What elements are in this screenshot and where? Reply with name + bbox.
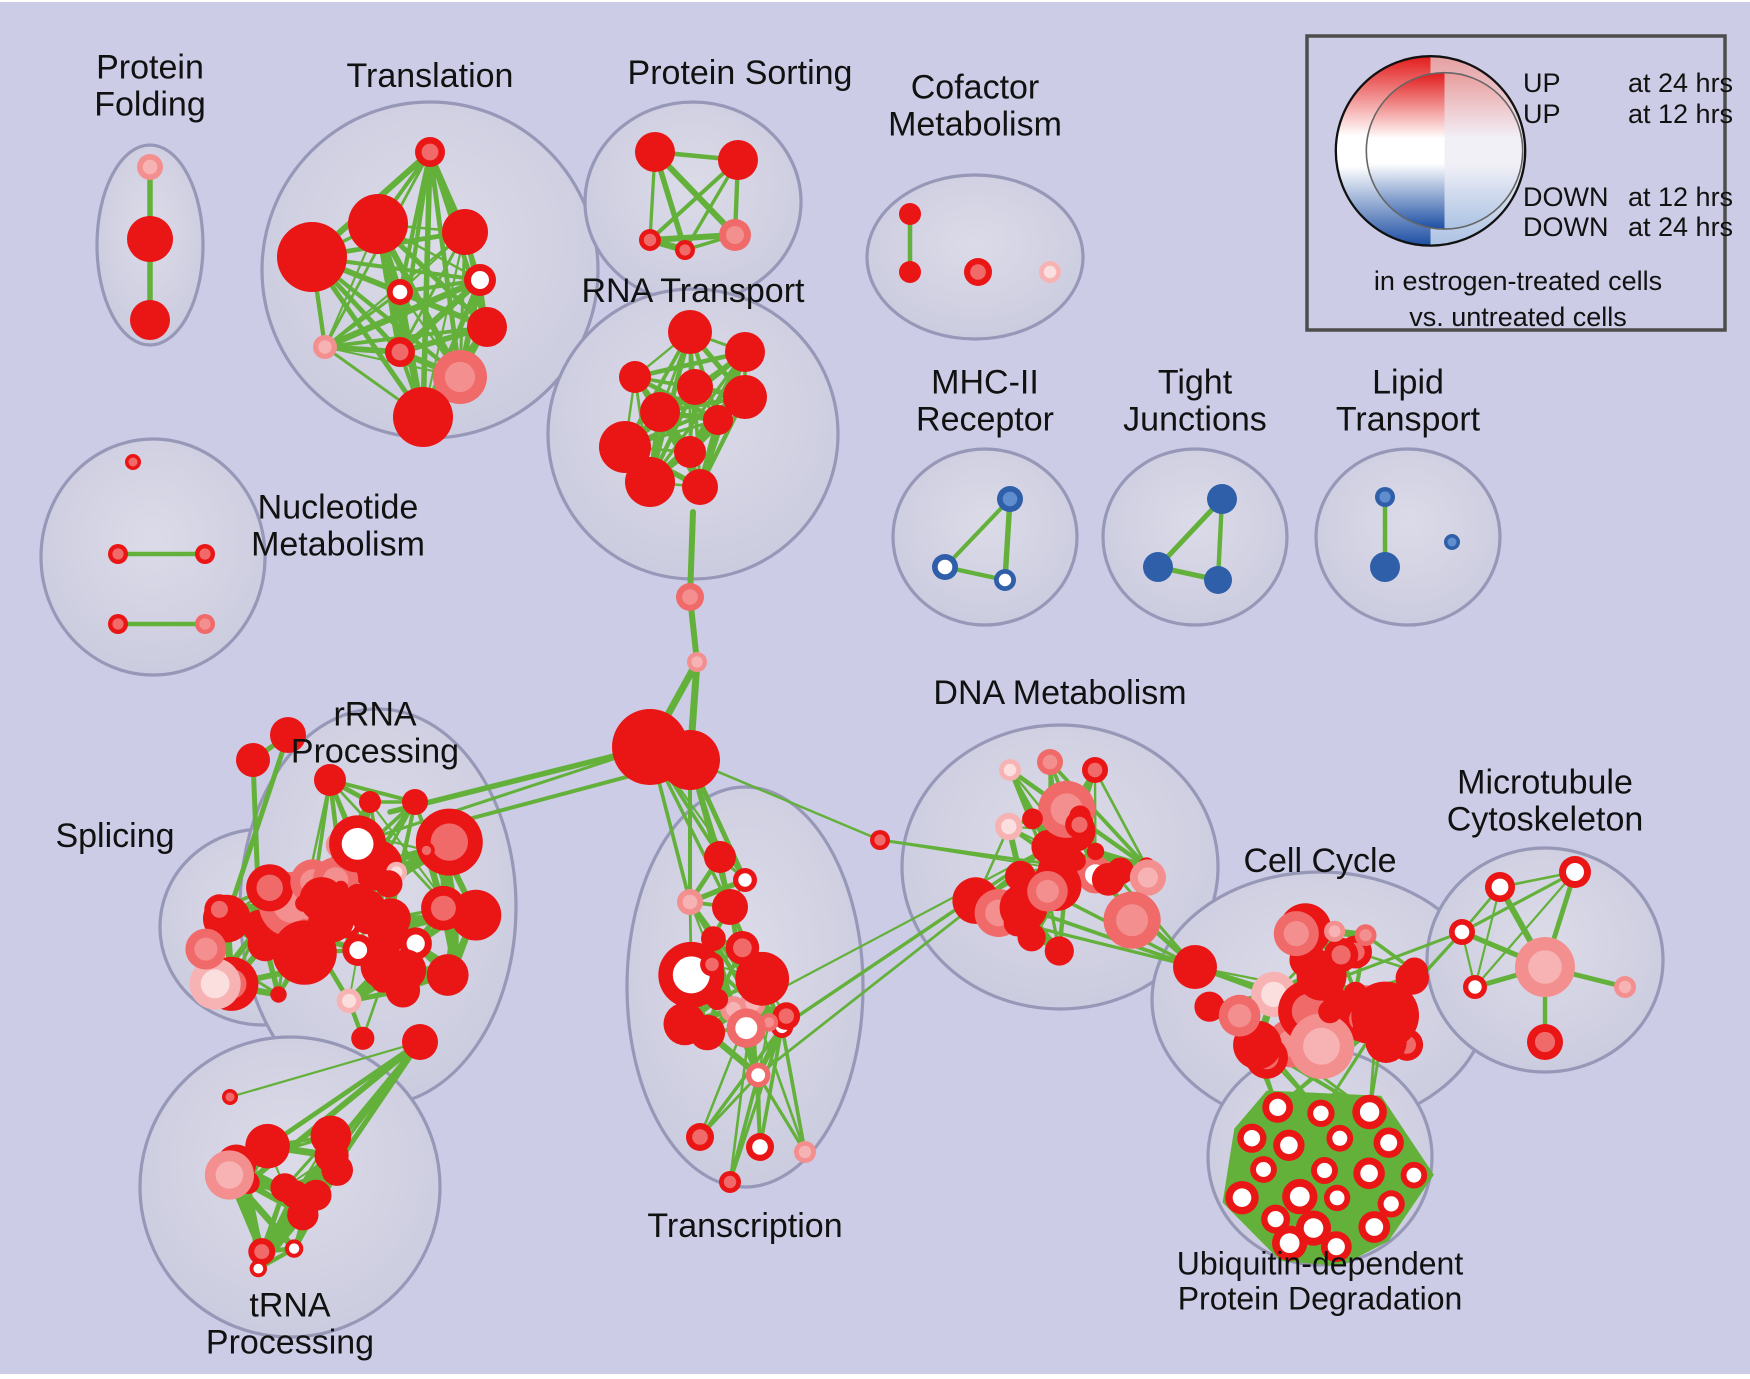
svg-text:Cofactor: Cofactor	[911, 69, 1040, 107]
svg-text:Nucleotide: Nucleotide	[258, 489, 419, 527]
svg-text:Protein Degradation: Protein Degradation	[1178, 1280, 1463, 1316]
svg-text:in estrogen-treated cells: in estrogen-treated cells	[1374, 266, 1662, 296]
svg-text:Tight: Tight	[1158, 364, 1233, 402]
svg-text:Metabolism: Metabolism	[888, 105, 1062, 143]
svg-text:DOWN: DOWN	[1523, 182, 1608, 212]
svg-text:Metabolism: Metabolism	[251, 525, 425, 563]
svg-text:Processing: Processing	[291, 732, 459, 770]
svg-text:Microtubule: Microtubule	[1457, 764, 1633, 802]
svg-text:Ubiquitin-dependent: Ubiquitin-dependent	[1177, 1246, 1464, 1282]
svg-text:Splicing: Splicing	[55, 817, 174, 855]
svg-text:Processing: Processing	[206, 1323, 374, 1361]
svg-text:at 24 hrs: at 24 hrs	[1628, 68, 1733, 98]
svg-text:UP: UP	[1523, 68, 1561, 98]
svg-text:Lipid: Lipid	[1372, 364, 1444, 402]
svg-text:Folding: Folding	[94, 85, 206, 123]
svg-text:DNA Metabolism: DNA Metabolism	[933, 674, 1186, 712]
svg-text:vs. untreated cells: vs. untreated cells	[1409, 302, 1627, 332]
svg-text:Cytoskeleton: Cytoskeleton	[1447, 800, 1644, 838]
svg-text:Protein Sorting: Protein Sorting	[628, 54, 853, 92]
svg-text:Protein: Protein	[96, 49, 204, 87]
svg-text:UP: UP	[1523, 99, 1561, 129]
svg-text:RNA Transport: RNA Transport	[582, 272, 806, 310]
svg-text:Junctions: Junctions	[1123, 400, 1267, 438]
svg-text:DOWN: DOWN	[1523, 212, 1608, 242]
svg-text:at 12 hrs: at 12 hrs	[1628, 99, 1733, 129]
svg-text:Transcription: Transcription	[647, 1207, 842, 1245]
svg-text:MHC-II: MHC-II	[931, 364, 1039, 402]
svg-text:at 12 hrs: at 12 hrs	[1628, 182, 1733, 212]
svg-text:Transport: Transport	[1336, 400, 1481, 438]
svg-text:Receptor: Receptor	[916, 400, 1054, 438]
svg-text:rRNA: rRNA	[333, 696, 416, 734]
svg-text:at 24 hrs: at 24 hrs	[1628, 212, 1733, 242]
svg-text:Translation: Translation	[347, 57, 514, 95]
svg-text:tRNA: tRNA	[249, 1287, 331, 1325]
svg-text:Cell Cycle: Cell Cycle	[1243, 842, 1396, 880]
